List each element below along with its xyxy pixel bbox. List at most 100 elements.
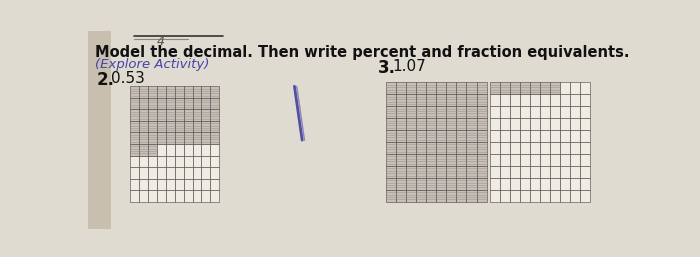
Bar xyxy=(139,179,148,190)
Bar xyxy=(202,109,210,121)
Bar xyxy=(406,118,416,130)
Bar xyxy=(510,106,520,118)
Bar xyxy=(490,130,500,142)
Bar xyxy=(560,94,570,106)
Bar xyxy=(580,82,591,94)
Bar xyxy=(520,118,530,130)
Bar xyxy=(139,121,148,132)
Bar xyxy=(166,155,175,167)
Bar xyxy=(500,130,510,142)
Bar xyxy=(510,118,520,130)
Bar xyxy=(426,178,436,190)
Bar xyxy=(139,98,148,109)
Bar xyxy=(386,154,396,166)
Bar xyxy=(436,130,447,142)
Bar xyxy=(466,178,477,190)
Bar xyxy=(157,144,166,155)
Bar xyxy=(436,94,447,106)
Bar xyxy=(193,98,202,109)
Bar xyxy=(426,82,436,94)
Bar xyxy=(426,166,436,178)
Bar xyxy=(148,155,157,167)
Bar xyxy=(490,82,500,94)
Bar xyxy=(157,190,166,202)
Bar xyxy=(210,98,219,109)
Bar xyxy=(477,178,486,190)
Bar xyxy=(520,94,530,106)
Bar xyxy=(510,154,520,166)
Bar xyxy=(130,190,139,202)
Bar xyxy=(520,166,530,178)
Bar xyxy=(426,94,436,106)
Bar xyxy=(466,82,477,94)
Bar xyxy=(183,155,192,167)
Bar xyxy=(175,190,183,202)
Bar xyxy=(183,109,192,121)
Bar xyxy=(580,94,591,106)
Bar xyxy=(406,154,416,166)
Bar xyxy=(520,130,530,142)
Bar xyxy=(416,82,426,94)
Bar xyxy=(416,166,426,178)
Bar xyxy=(510,142,520,154)
Text: 4: 4 xyxy=(158,35,165,48)
Bar xyxy=(560,190,570,202)
Bar xyxy=(386,82,396,94)
Bar xyxy=(530,118,540,130)
Bar xyxy=(456,130,466,142)
Bar xyxy=(175,155,183,167)
Bar xyxy=(530,178,540,190)
Bar xyxy=(166,167,175,179)
Bar xyxy=(500,118,510,130)
Bar xyxy=(139,155,148,167)
Bar xyxy=(560,118,570,130)
Bar xyxy=(416,178,426,190)
Bar xyxy=(130,144,139,155)
Bar xyxy=(386,142,396,154)
Bar xyxy=(530,190,540,202)
Bar xyxy=(436,190,447,202)
Bar xyxy=(466,106,477,118)
Bar xyxy=(447,166,456,178)
Bar xyxy=(193,144,202,155)
Bar xyxy=(157,86,166,98)
Bar xyxy=(580,190,591,202)
Bar xyxy=(560,166,570,178)
Bar xyxy=(570,94,580,106)
Bar xyxy=(456,106,466,118)
Bar xyxy=(540,142,550,154)
Bar xyxy=(520,190,530,202)
Bar xyxy=(490,106,500,118)
Bar xyxy=(202,121,210,132)
Bar xyxy=(157,132,166,144)
Bar xyxy=(530,106,540,118)
Bar xyxy=(166,121,175,132)
Bar xyxy=(490,166,500,178)
Bar xyxy=(550,178,560,190)
Bar xyxy=(396,106,406,118)
Bar xyxy=(426,106,436,118)
Text: (Explore Activity): (Explore Activity) xyxy=(95,58,209,71)
Bar xyxy=(436,142,447,154)
Bar xyxy=(166,98,175,109)
Bar xyxy=(466,190,477,202)
Bar xyxy=(540,130,550,142)
Bar xyxy=(139,167,148,179)
Bar xyxy=(580,106,591,118)
Bar xyxy=(426,130,436,142)
Bar xyxy=(436,82,447,94)
Bar xyxy=(148,121,157,132)
Bar xyxy=(386,106,396,118)
Bar xyxy=(210,86,219,98)
Bar xyxy=(540,190,550,202)
Bar xyxy=(139,86,148,98)
Bar xyxy=(193,109,202,121)
Bar xyxy=(570,142,580,154)
Bar xyxy=(510,166,520,178)
Bar xyxy=(447,130,456,142)
Bar xyxy=(490,118,500,130)
Bar xyxy=(510,82,520,94)
Bar xyxy=(416,118,426,130)
Bar xyxy=(550,130,560,142)
Bar xyxy=(175,121,183,132)
